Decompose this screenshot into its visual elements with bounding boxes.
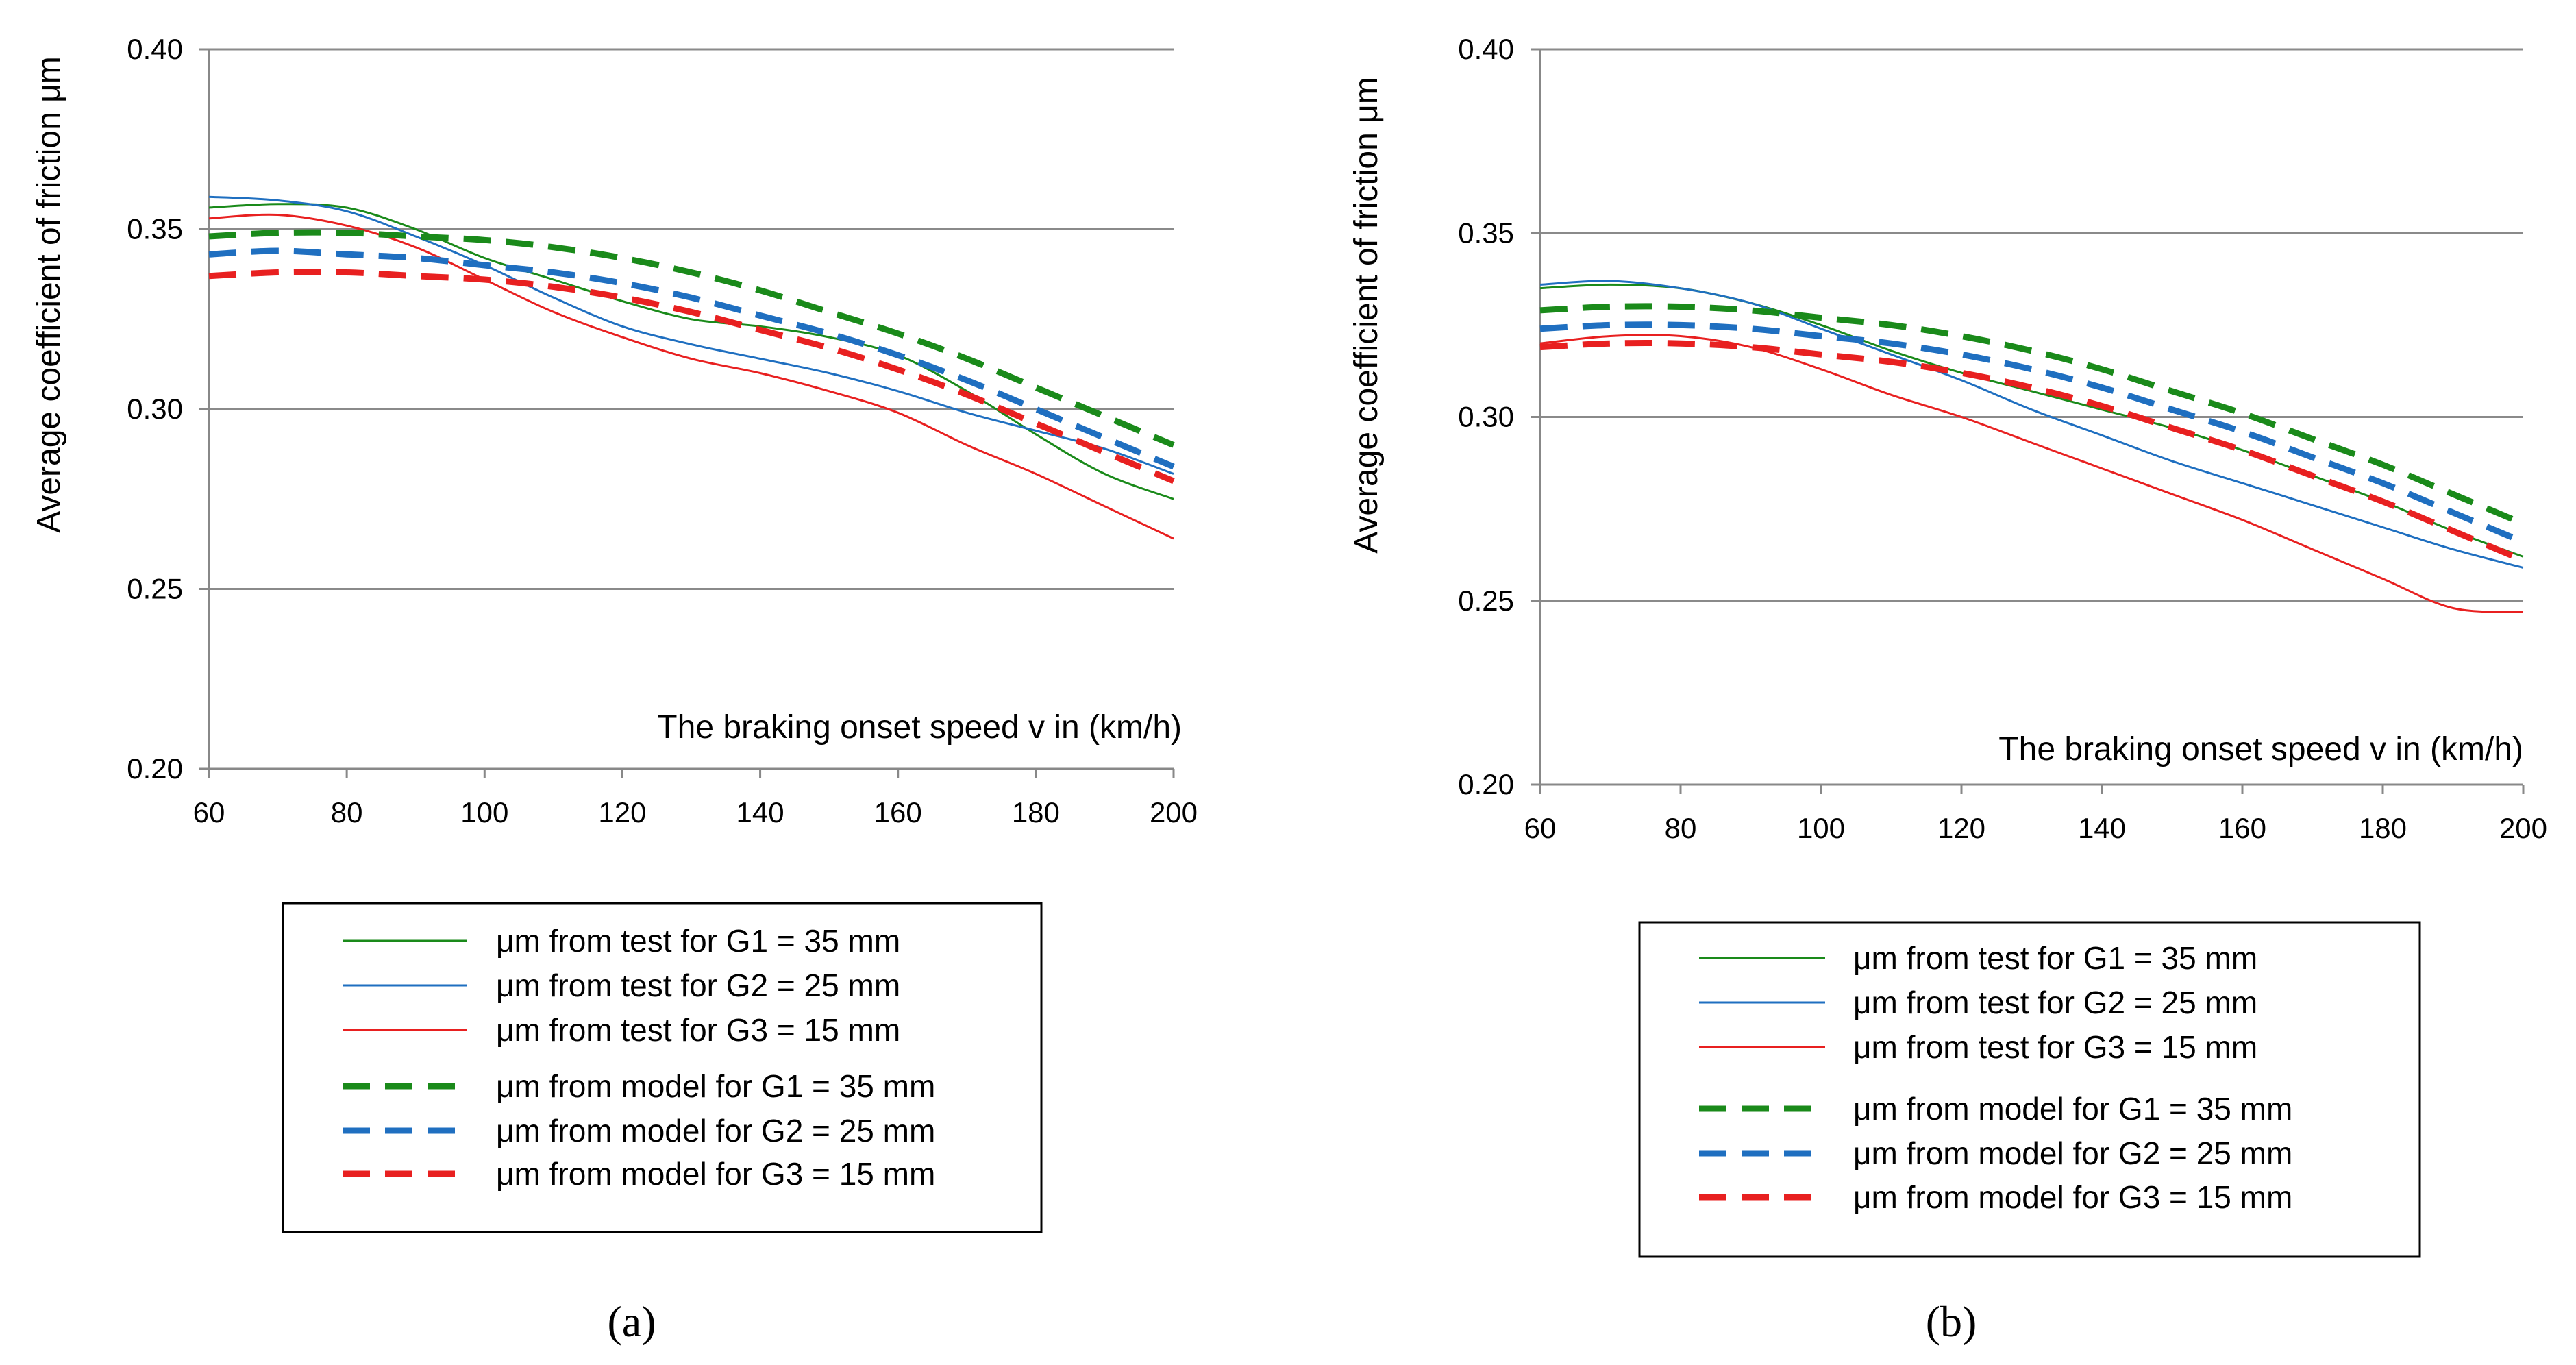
x-tick-label: 120 — [598, 796, 646, 828]
x-tick-label: 200 — [1150, 796, 1198, 828]
legend: μm from test for G1 = 35 mm μm from test… — [1638, 921, 2421, 1258]
test-line-g3 — [1539, 334, 2524, 613]
x-tick-label: 140 — [736, 796, 784, 828]
y-axis-label: Average coefficient of friction μm — [1348, 77, 1385, 554]
y-tick-label: 0.20 — [1458, 768, 1514, 800]
legend-label-model-g2: μm from model for G2 = 25 mm — [496, 1113, 935, 1148]
x-axis-label: The braking onset speed v in (km/h) — [1998, 731, 2523, 767]
y-tick-label: 0.25 — [1458, 585, 1514, 617]
x-tick-label: 180 — [2359, 812, 2407, 844]
y-tick-label: 0.35 — [127, 213, 183, 245]
legend-label-model-g3: μm from model for G3 = 15 mm — [496, 1156, 935, 1192]
legend-box — [282, 902, 1043, 1233]
legend-label-model-g1: μm from model for G1 = 35 mm — [1853, 1091, 2292, 1127]
x-tick-label: 100 — [460, 796, 508, 828]
model-line-g1 — [1539, 303, 2525, 527]
test-line-g1 — [208, 203, 1174, 500]
y-tick-label: 0.35 — [1458, 217, 1514, 249]
grid-lines — [1531, 48, 2525, 794]
model-line-g1 — [208, 229, 1175, 448]
y-tick-label: 0.30 — [127, 393, 183, 425]
chart-panel-a: 0.20 0.25 0.30 0.35 0.40 60 80 100 120 140 160 180 2… — [31, 33, 1198, 1346]
grid-lines — [199, 48, 1175, 778]
tick-labels: 0.20 0.25 0.30 0.35 0.40 60 80 100 120 140 160 180 2… — [1458, 33, 2547, 844]
axes — [1539, 49, 2523, 786]
panel-label-a: (a) — [607, 1297, 656, 1346]
y-tick-label: 0.20 — [127, 752, 183, 785]
model-line-g3 — [208, 269, 1175, 484]
chart-panel-b: 0.20 0.25 0.30 0.35 0.40 60 80 100 120 140 160 180 2… — [1348, 33, 2547, 1346]
test-line-g2 — [208, 195, 1174, 475]
x-tick-label: 60 — [1524, 812, 1557, 844]
test-line-g3 — [208, 213, 1174, 540]
tick-labels: 0.20 0.25 0.30 0.35 0.40 60 80 100 120 140 160 180 2… — [127, 33, 1198, 828]
legend: μm from test for G1 = 35 mm μm from test… — [282, 902, 1043, 1233]
x-tick-label: 160 — [2218, 812, 2266, 844]
x-tick-label: 120 — [1937, 812, 1985, 844]
x-tick-label: 200 — [2499, 812, 2547, 844]
x-tick-label: 80 — [331, 796, 363, 828]
model-line-g2 — [1539, 321, 2525, 545]
x-tick-label: 100 — [1797, 812, 1845, 844]
legend-label-test-g1: μm from test for G1 = 35 mm — [496, 923, 900, 959]
series-lines — [208, 195, 1175, 540]
model-line-g2 — [208, 247, 1175, 470]
legend-label-test-g2: μm from test for G2 = 25 mm — [496, 968, 900, 1003]
legend-box — [1638, 921, 2421, 1258]
x-tick-label: 140 — [2078, 812, 2126, 844]
x-tick-label: 60 — [193, 796, 225, 828]
x-tick-label: 160 — [874, 796, 922, 828]
x-tick-label: 180 — [1012, 796, 1060, 828]
series-lines — [1539, 280, 2525, 613]
legend-label-test-g1: μm from test for G1 = 35 mm — [1853, 940, 2257, 976]
x-tick-label: 80 — [1665, 812, 1697, 844]
y-tick-label: 0.40 — [127, 33, 183, 65]
model-line-g3 — [1539, 340, 2525, 563]
test-line-g2 — [1539, 280, 2524, 569]
legend-label-model-g1: μm from model for G1 = 35 mm — [496, 1068, 935, 1104]
y-tick-label: 0.25 — [127, 573, 183, 605]
legend-label-test-g3: μm from test for G3 = 15 mm — [496, 1012, 900, 1048]
legend-label-test-g2: μm from test for G2 = 25 mm — [1853, 985, 2257, 1020]
legend-label-test-g3: μm from test for G3 = 15 mm — [1853, 1029, 2257, 1065]
legend-label-model-g3: μm from model for G3 = 15 mm — [1853, 1179, 2292, 1215]
panel-label-b: (b) — [1926, 1297, 1977, 1346]
y-tick-label: 0.40 — [1458, 33, 1514, 65]
y-axis-label: Average coefficient of friction μm — [31, 56, 67, 533]
axes — [208, 49, 1174, 770]
y-tick-label: 0.30 — [1458, 401, 1514, 433]
legend-label-model-g2: μm from model for G2 = 25 mm — [1853, 1135, 2292, 1171]
x-axis-label: The braking onset speed v in (km/h) — [657, 709, 1182, 746]
